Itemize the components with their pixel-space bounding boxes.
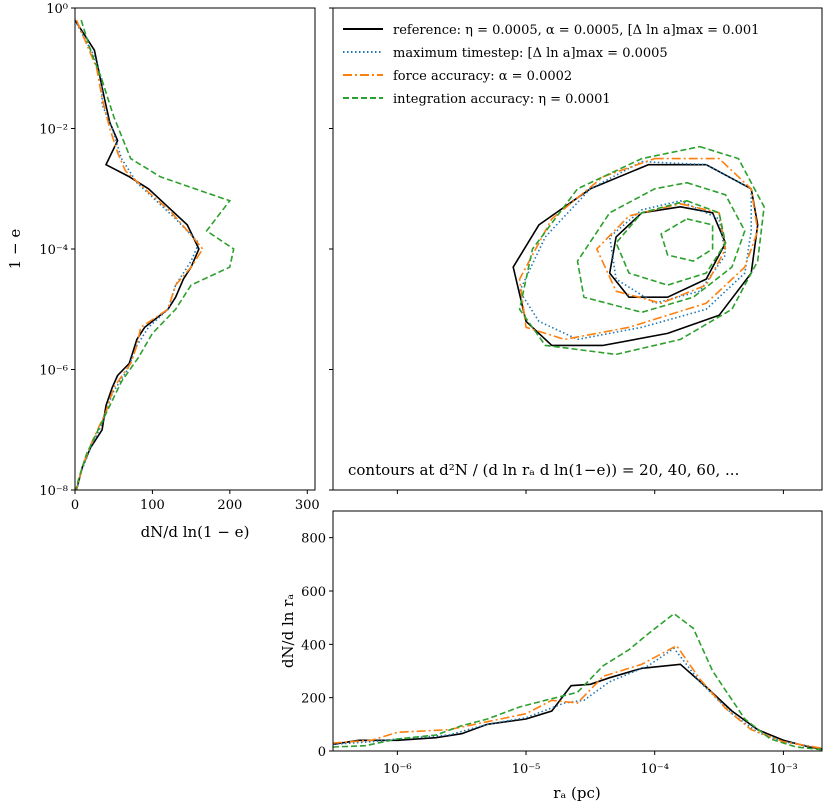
contour-annotation: contours at d²N / (d ln rₐ d ln(1−e)) = …: [348, 461, 739, 479]
contour-reference-1: [608, 206, 727, 298]
left-ytick-label: 10⁻⁸: [39, 484, 68, 499]
contour-integration_accuracy-1: [576, 181, 746, 314]
contour-force_accuracy-0: [518, 157, 759, 341]
left-xlabel: dN/d ln(1 − e): [141, 523, 250, 541]
bottom-ticks: 10⁻⁶ 10⁻⁵ 10⁻⁴ 10⁻³ 0 200 400 600 800: [301, 532, 798, 777]
left-ytick-label: 10⁻⁴: [39, 243, 68, 258]
contour-integration_accuracy-3: [660, 218, 714, 262]
left-panel: 0 100 200 300 10⁰ 10⁻² 10⁻⁴ 10⁻⁶ 10⁻⁸ dN/d ln(1 …: [6, 2, 320, 541]
legend-label-maximum-timestep: maximum timestep: [Δ ln a]max = 0.0005: [393, 46, 668, 61]
left-ytick-label: 10⁻⁶: [39, 364, 68, 379]
contour-integration_accuracy-0: [518, 145, 765, 356]
left-ytick-label: 10⁰: [46, 2, 68, 17]
left-series-maximum_timestep: [74, 19, 200, 491]
bottom-ytick-label: 200: [301, 692, 326, 707]
bottom-series-reference: [332, 663, 823, 750]
left-xtick-label: 300: [295, 498, 320, 513]
bottom-xtick-label: 10⁻³: [769, 762, 798, 777]
bottom-series-integration_accuracy: [332, 612, 823, 751]
bottom-ytick-label: 800: [301, 532, 326, 547]
bottom-axes-frame: [332, 510, 823, 752]
bottom-ytick-label: 400: [301, 638, 326, 653]
legend-item-integration-accuracy: integration accuracy: η = 0.0001: [343, 92, 611, 107]
left-xtick-label: 0: [71, 498, 79, 513]
legend-label-integration-accuracy: integration accuracy: η = 0.0001: [393, 92, 611, 107]
left-series-force_accuracy: [75, 19, 204, 491]
legend: reference: η = 0.0005, α = 0.0005, [Δ ln…: [343, 23, 759, 107]
left-ticks: 0 100 200 300 10⁰ 10⁻² 10⁻⁴ 10⁻⁶ 10⁻⁸: [39, 2, 319, 513]
bottom-series-group: [332, 612, 823, 751]
contour-reference-0: [512, 163, 759, 347]
bottom-ylabel: dN/d ln rₐ: [279, 594, 297, 669]
bottom-xtick-label: 10⁻⁵: [512, 762, 541, 777]
center-contours-group: [512, 145, 765, 356]
legend-label-reference: reference: η = 0.0005, α = 0.0005, [Δ ln…: [393, 23, 759, 38]
left-series-group: [74, 19, 235, 491]
bottom-series-force_accuracy: [332, 644, 823, 750]
left-ytick-label: 10⁻²: [39, 123, 68, 138]
left-ylabel: 1 − e: [6, 229, 24, 270]
center-panel: reference: η = 0.0005, α = 0.0005, [Δ ln…: [329, 7, 823, 494]
contour-maximum_timestep-0: [518, 160, 752, 341]
bottom-xtick-label: 10⁻⁴: [640, 762, 669, 777]
left-xtick-label: 200: [217, 498, 242, 513]
bottom-xtick-label: 10⁻⁶: [383, 762, 412, 777]
left-series-reference: [74, 19, 200, 491]
bottom-ytick-label: 0: [318, 745, 326, 760]
left-xtick-label: 100: [140, 498, 165, 513]
legend-label-force-accuracy: force accuracy: α = 0.0002: [393, 69, 572, 84]
bottom-panel: 10⁻⁶ 10⁻⁵ 10⁻⁴ 10⁻³ 0 200 400 600 800 rₐ (pc) dN…: [279, 510, 823, 802]
bottom-ytick-label: 600: [301, 585, 326, 600]
legend-item-force-accuracy: force accuracy: α = 0.0002: [343, 69, 572, 84]
legend-item-reference: reference: η = 0.0005, α = 0.0005, [Δ ln…: [343, 23, 759, 38]
center-ticks: [329, 7, 784, 494]
bottom-xlabel: rₐ (pc): [553, 784, 600, 802]
left-axes-frame: [74, 7, 316, 491]
left-series-integration_accuracy: [75, 19, 235, 491]
legend-item-maximum-timestep: maximum timestep: [Δ ln a]max = 0.0005: [343, 46, 668, 61]
bottom-series-maximum_timestep: [332, 647, 823, 750]
